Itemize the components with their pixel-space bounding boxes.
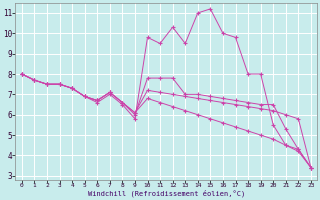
X-axis label: Windchill (Refroidissement éolien,°C): Windchill (Refroidissement éolien,°C) [88, 190, 245, 197]
